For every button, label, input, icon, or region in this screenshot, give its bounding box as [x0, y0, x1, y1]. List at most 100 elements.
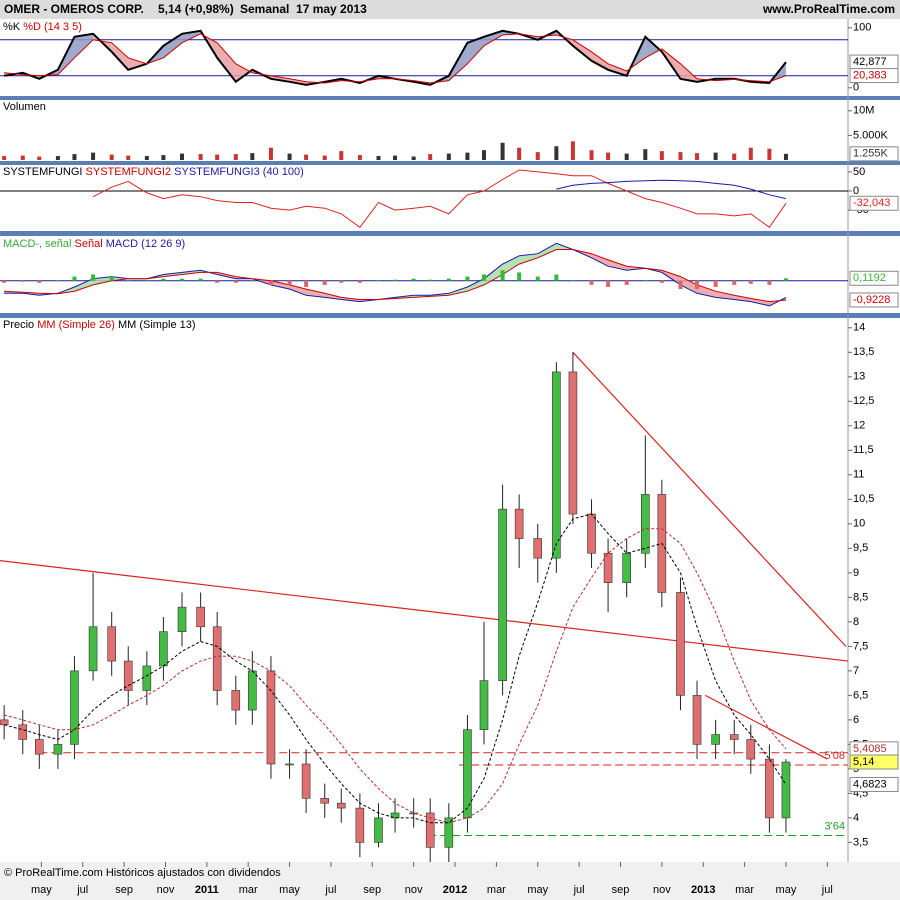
- candle-body: [53, 744, 63, 755]
- histogram-bar: [37, 280, 42, 283]
- histogram-bar: [554, 274, 559, 281]
- candle-body: [711, 734, 720, 745]
- value-label: 42,877: [853, 56, 887, 68]
- fill-area: [715, 291, 735, 300]
- x-tick-label: may: [527, 884, 548, 896]
- histogram-bar: [732, 280, 737, 285]
- x-tick-label: mar: [487, 884, 506, 896]
- site: www.ProRealTime.com: [762, 2, 895, 16]
- volume-bar: [732, 153, 737, 160]
- volume-bar: [713, 152, 718, 160]
- y-tick-label: 100: [853, 22, 871, 34]
- volume-bar: [376, 156, 381, 160]
- histogram-bar: [589, 280, 594, 285]
- fill-area: [591, 51, 609, 70]
- histogram-bar: [91, 274, 96, 281]
- candle-body: [425, 812, 435, 848]
- value-label: 5,4085: [853, 743, 887, 755]
- value-label: 1.255K: [853, 148, 889, 160]
- histogram-bar: [161, 278, 166, 281]
- candle-body: [641, 494, 650, 554]
- panel-label-part: MM (Simple 26): [37, 319, 115, 331]
- x-tick-label: jul: [821, 884, 833, 896]
- panel-label-part: %K: [3, 21, 21, 33]
- fill-area: [289, 284, 307, 296]
- candle-body: [142, 665, 152, 691]
- panel-label-part: MM (Simple 13): [118, 319, 196, 331]
- header-bar: [0, 0, 900, 19]
- y-tick-label: 9: [853, 567, 859, 579]
- volume-bar: [233, 154, 238, 160]
- fill-area: [750, 298, 770, 306]
- volume-bar: [304, 154, 309, 160]
- y-tick-label: 50: [853, 166, 865, 178]
- candle-body: [409, 812, 418, 815]
- candle-body: [231, 690, 241, 711]
- candle-body: [70, 670, 79, 745]
- histogram-bar: [55, 280, 60, 281]
- candle-body: [729, 734, 739, 740]
- volume-bar: [481, 150, 486, 160]
- histogram-bar: [659, 280, 664, 283]
- histogram-bar: [481, 274, 486, 281]
- quote: 5,14 (+0,98%): [158, 2, 234, 16]
- separator: [0, 161, 900, 165]
- volume-bar: [748, 147, 753, 160]
- volume-bar: [428, 154, 433, 160]
- candle-body: [177, 606, 187, 632]
- histogram-bar: [695, 280, 700, 290]
- fill-area: [163, 272, 183, 277]
- volume-bar: [500, 142, 505, 160]
- y-tick-label: 4: [853, 812, 859, 824]
- panel-label-part: Precio: [3, 319, 34, 331]
- candle-body: [355, 807, 365, 843]
- volume-bar: [624, 153, 629, 160]
- volume-bar: [91, 152, 96, 160]
- fill-area: [341, 297, 360, 302]
- histogram-bar: [233, 280, 238, 283]
- price-label-box: [849, 754, 899, 770]
- volume-bar: [322, 155, 327, 160]
- volume-bar: [465, 152, 470, 160]
- candle-body: [374, 817, 383, 843]
- histogram-bar: [144, 280, 149, 282]
- volume-bar: [767, 148, 772, 160]
- fill-area: [608, 63, 627, 76]
- histogram-bar: [322, 280, 327, 285]
- volume-bar: [411, 156, 416, 160]
- candle-body: [552, 371, 561, 559]
- volume-bar: [180, 153, 185, 160]
- histogram-bar: [535, 276, 540, 281]
- volume-bar: [393, 155, 398, 160]
- x-tick-label: jul: [573, 884, 585, 896]
- histogram-bar: [250, 280, 255, 282]
- x-tick-label: 2011: [195, 884, 219, 896]
- price-label: 5,14: [853, 756, 874, 768]
- volume-bar: [20, 155, 25, 160]
- histogram-bar: [411, 278, 416, 281]
- histogram-bar: [109, 276, 114, 281]
- fill-area: [217, 42, 236, 82]
- candle-body: [533, 538, 543, 559]
- y-tick-label: 12: [853, 420, 865, 432]
- fill-area: [502, 255, 520, 275]
- volume-bar: [250, 153, 255, 160]
- volume-bar: [659, 151, 664, 160]
- y-tick-label: 11,5: [853, 444, 874, 456]
- histogram-bar: [606, 280, 611, 287]
- series-line: [3, 513, 787, 824]
- panel-label: Volumen: [3, 101, 46, 113]
- fill-area: [270, 280, 290, 290]
- volume-bar: [287, 153, 292, 160]
- fill-area: [128, 57, 147, 70]
- y-tick-label: 6: [853, 714, 859, 726]
- volume-bar: [695, 153, 700, 160]
- symbol: OMER - OMEROS CORP.: [4, 2, 144, 16]
- value-label-box: [849, 776, 899, 792]
- separator: [0, 231, 900, 236]
- histogram-bar: [500, 270, 505, 281]
- x-tick-label: sep: [115, 884, 133, 896]
- fill-area: [483, 30, 503, 46]
- level-label: 3'64: [825, 820, 845, 832]
